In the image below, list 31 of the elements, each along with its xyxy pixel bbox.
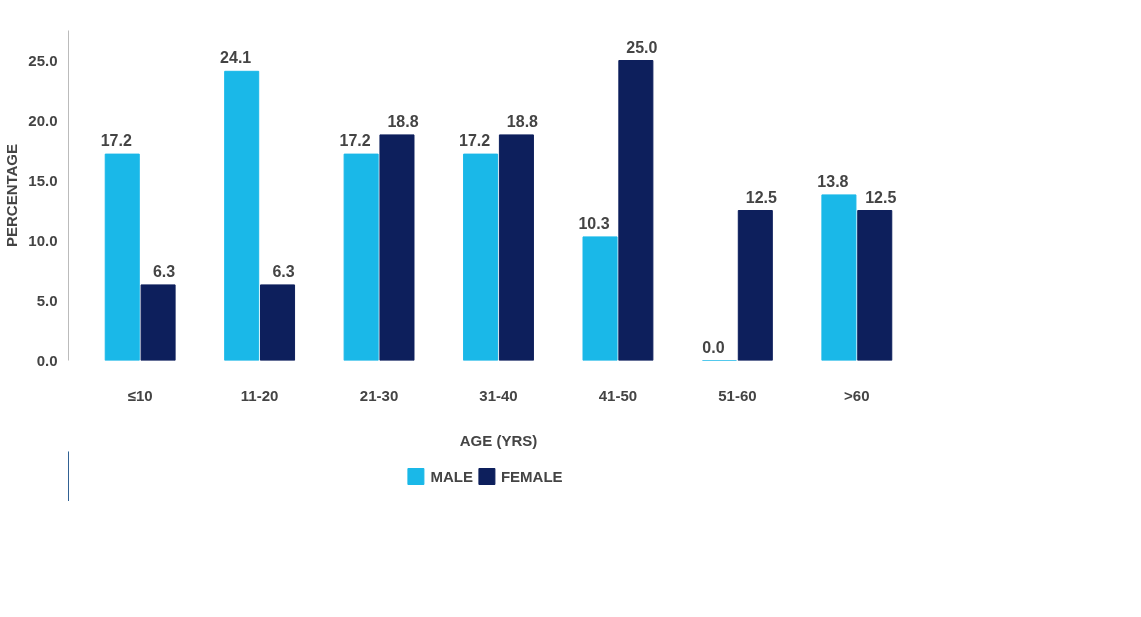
data-label: 0.0 (702, 338, 725, 356)
y-tick-label: 0.0 (36, 351, 58, 369)
x-tick-label: 41-50 (598, 386, 638, 404)
y-tick-label: 25.0 (28, 51, 58, 69)
data-label: 12.5 (745, 188, 777, 206)
data-label: 25.0 (626, 38, 658, 56)
data-label: 12.5 (865, 188, 897, 206)
legend-label: FEMALE (500, 467, 563, 485)
data-label: 6.3 (272, 262, 295, 280)
data-label: 13.8 (817, 172, 849, 190)
data-label: 18.8 (387, 112, 419, 130)
y-tick-label: 5.0 (36, 291, 58, 309)
x-tick-label: ≤10 (127, 386, 153, 404)
y-tick-label: 10.0 (28, 231, 58, 249)
x-tick-label: 11-20 (240, 386, 279, 404)
data-label: 18.8 (506, 112, 539, 130)
y-axis-title: PERCENTAGE (3, 143, 21, 248)
y-tick-label: 20.0 (28, 111, 58, 129)
x-tick-label: >60 (844, 386, 870, 404)
legend-label: MALE (430, 467, 473, 485)
data-label: 6.3 (152, 262, 176, 280)
data-label: 24.1 (220, 49, 252, 67)
y-tick-label: 15.0 (28, 171, 58, 189)
x-tick-label: 21-30 (359, 386, 399, 404)
data-label: 17.2 (459, 132, 491, 150)
x-axis-title: AGE (YRS) (459, 431, 538, 449)
x-tick-label: 51-60 (718, 386, 757, 404)
x-tick-label: 31-40 (479, 386, 518, 404)
data-label: 10.3 (578, 214, 610, 232)
data-label: 17.2 (100, 132, 132, 150)
data-label: 17.2 (339, 132, 371, 150)
